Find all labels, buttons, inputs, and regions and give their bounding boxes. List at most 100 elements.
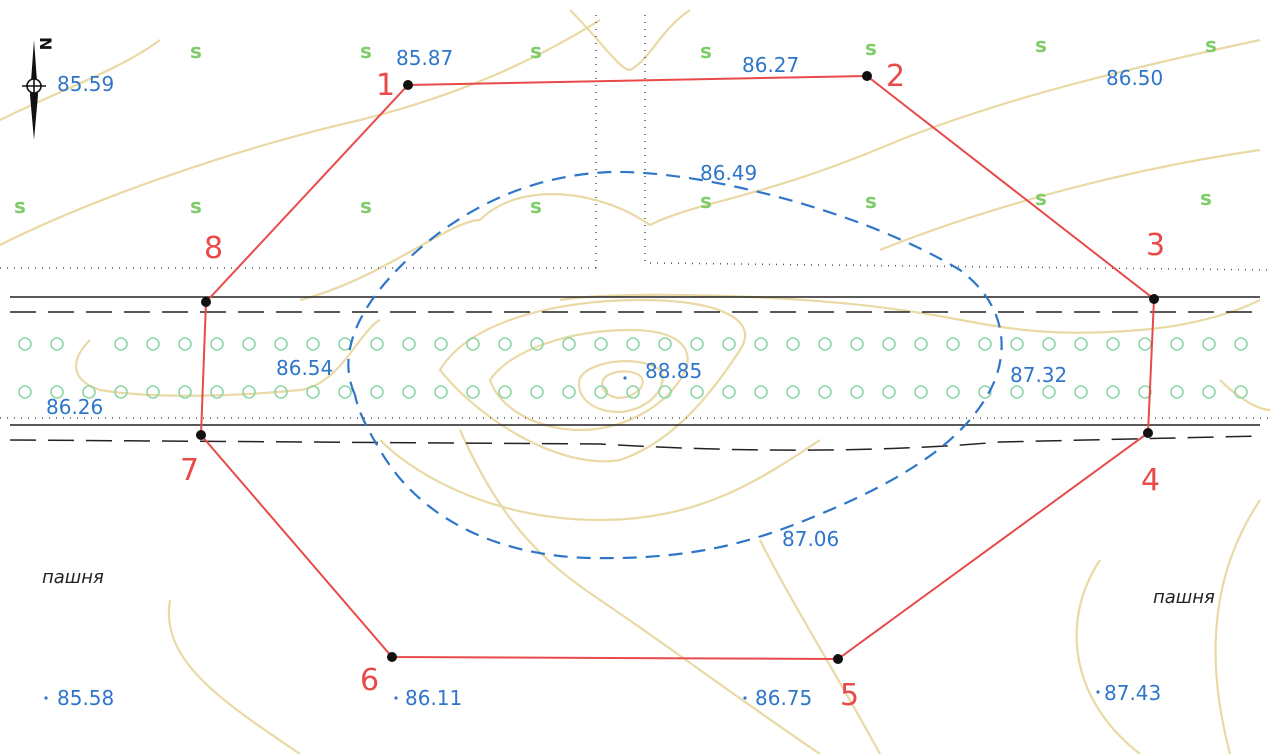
tree-symbol	[146, 337, 160, 351]
vertex-3[interactable]	[1149, 294, 1159, 304]
tree-symbol	[18, 385, 32, 399]
elevation-label: 86.27	[742, 53, 799, 77]
vertex-label: 5	[840, 678, 859, 713]
tree-symbol	[658, 385, 672, 399]
tree-symbol	[786, 337, 800, 351]
meadow-symbol: ѕ	[14, 194, 26, 218]
meadow-symbol: ѕ	[700, 39, 712, 63]
vertex-2[interactable]	[862, 71, 872, 81]
elevation-label: 86.54	[276, 356, 333, 380]
tree-symbol	[1106, 385, 1120, 399]
tree-symbol	[1010, 385, 1024, 399]
tree-symbol	[242, 337, 256, 351]
tree-symbol	[1074, 385, 1088, 399]
tree-symbol	[306, 337, 320, 351]
tree-symbol	[1234, 337, 1248, 351]
tree-symbol	[498, 385, 512, 399]
north-arrow: N	[22, 37, 55, 140]
vertex-label: 4	[1141, 463, 1160, 498]
tree-symbol	[1010, 337, 1024, 351]
elevation-label: 88.85	[645, 359, 702, 383]
tree-symbol	[82, 385, 96, 399]
tree-symbol	[786, 385, 800, 399]
road-lines	[9, 296, 1261, 451]
tree-symbol	[850, 385, 864, 399]
tree-symbol	[1234, 385, 1248, 399]
north-arrow-label: N	[36, 37, 55, 50]
vertex-8[interactable]	[201, 297, 211, 307]
tree-symbol	[338, 385, 352, 399]
vertex-label: 1	[376, 68, 395, 103]
tree-symbol	[914, 337, 928, 351]
elevation-label: 86.75	[755, 686, 812, 710]
dotted-edges	[0, 15, 1270, 419]
tree-symbol	[114, 385, 128, 399]
tree-symbol	[498, 337, 512, 351]
tree-symbol	[722, 337, 736, 351]
elevation-label: 86.11	[405, 686, 462, 710]
vertex-labels: 1 2 3 4 5 6 7 8	[180, 59, 1165, 713]
tree-symbol	[1074, 337, 1088, 351]
tree-symbol	[402, 385, 416, 399]
tree-symbol	[562, 337, 576, 351]
tree-symbol	[1042, 385, 1056, 399]
meadow-symbol: ѕ	[530, 194, 542, 218]
elevation-label: 85.58	[57, 686, 114, 710]
tree-symbol	[50, 385, 64, 399]
elevation-dots	[44, 376, 1100, 700]
tree-symbol	[1138, 337, 1152, 351]
elevation-labels: 85.59 85.87 86.27 86.50 86.49 86.54 88.8…	[46, 46, 1163, 710]
meadow-symbol: ѕ	[190, 39, 202, 63]
elevation-label: 86.49	[700, 161, 757, 185]
tree-symbol	[690, 337, 704, 351]
vertex-5[interactable]	[833, 654, 843, 664]
meadow-symbol: ѕ	[360, 39, 372, 63]
tree-symbol	[1106, 337, 1120, 351]
tree-symbol	[946, 337, 960, 351]
dashed-zone-outline	[347, 170, 1003, 560]
tree-symbol	[18, 337, 32, 351]
vertex-label: 6	[360, 663, 379, 698]
meadow-symbols: ѕ ѕ ѕ ѕ ѕ ѕ ѕ ѕ ѕ ѕ ѕ ѕ ѕ ѕ ѕ	[14, 33, 1217, 218]
tree-symbol	[1170, 385, 1184, 399]
vertex-6[interactable]	[387, 652, 397, 662]
tree-symbol	[466, 337, 480, 351]
tree-symbol	[50, 337, 64, 351]
tree-symbol	[754, 337, 768, 351]
vertex-1[interactable]	[403, 80, 413, 90]
tree-symbol	[594, 337, 608, 351]
tree-symbol	[658, 337, 672, 351]
contour-lines	[0, 9, 1270, 754]
elevation-label: 87.43	[1104, 681, 1161, 705]
tree-symbol	[594, 385, 608, 399]
tree-symbol	[722, 385, 736, 399]
meadow-symbol: ѕ	[865, 36, 877, 60]
tree-symbol	[882, 337, 896, 351]
tree-symbol	[754, 385, 768, 399]
tree-symbol	[274, 385, 288, 399]
tree-symbol	[402, 337, 416, 351]
tree-symbol	[434, 337, 448, 351]
meadow-symbol: ѕ	[1035, 33, 1047, 57]
tree-symbol	[1202, 337, 1216, 351]
vertex-label: 8	[204, 231, 223, 266]
tree-symbol	[1202, 385, 1216, 399]
tree-symbol	[114, 337, 128, 351]
elevation-label: 87.06	[782, 527, 839, 551]
vertex-label: 7	[180, 453, 199, 488]
meadow-symbol: ѕ	[360, 194, 372, 218]
tree-symbol	[626, 337, 640, 351]
tree-symbol	[1138, 385, 1152, 399]
tree-symbol	[978, 337, 992, 351]
tree-symbol	[242, 385, 256, 399]
tree-symbol	[274, 337, 288, 351]
tree-symbol	[530, 385, 544, 399]
boundary-vertices	[196, 71, 1159, 664]
vertex-4[interactable]	[1143, 428, 1153, 438]
vertex-7[interactable]	[196, 430, 206, 440]
vertex-label: 3	[1146, 228, 1165, 263]
tree-symbol	[146, 385, 160, 399]
elevation-label: 85.59	[57, 72, 114, 96]
meadow-symbol: ѕ	[1205, 33, 1217, 57]
